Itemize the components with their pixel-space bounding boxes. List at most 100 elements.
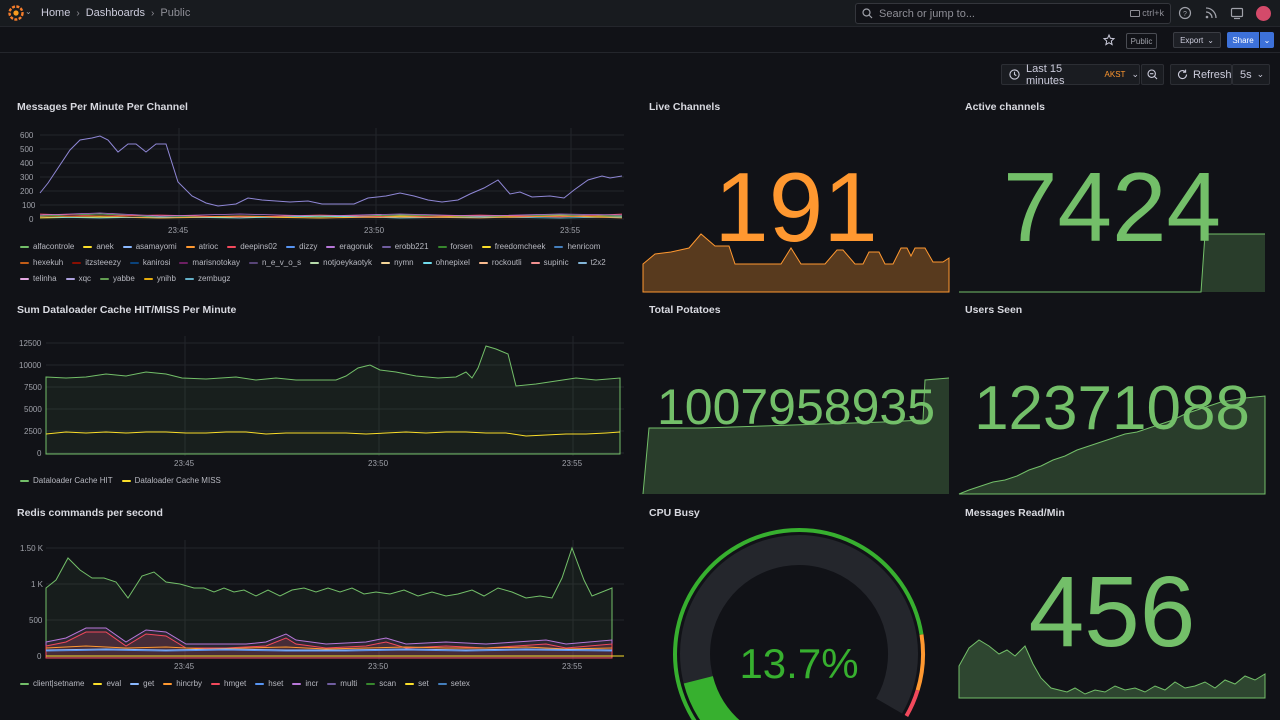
legend-item[interactable]: Dataloader Cache MISS xyxy=(121,476,221,485)
stat-value: 456 xyxy=(1028,556,1196,668)
legend-swatch xyxy=(327,682,337,685)
legend-swatch xyxy=(20,245,29,248)
legend-label: ohnepixel xyxy=(435,258,470,267)
time-range-picker[interactable]: Last 15 minutes AKST ⌄ xyxy=(1001,62,1140,87)
search-icon xyxy=(862,8,873,19)
legend-swatch xyxy=(20,682,29,685)
legend-item[interactable]: supinic xyxy=(530,258,569,267)
panel-title: Sum Dataloader Cache HIT/MISS Per Minute xyxy=(17,304,237,316)
legend-label: hmget xyxy=(224,679,247,688)
legend-label: dizzy xyxy=(299,242,318,251)
chevron-down-icon: ⌄ xyxy=(1131,69,1139,79)
legend-item[interactable]: ynihb xyxy=(143,274,176,283)
legend-item[interactable]: yabbe xyxy=(100,274,135,283)
legend-item[interactable]: hset xyxy=(255,679,283,688)
legend-item[interactable]: eval xyxy=(93,679,121,688)
legend-item[interactable]: atrioc xyxy=(185,242,219,251)
time-range-label: Last 15 minutes xyxy=(1026,62,1065,87)
legend-label: eval xyxy=(106,679,122,688)
legend-swatch xyxy=(20,261,29,264)
gauge-value: 13.7% xyxy=(739,640,859,687)
legend-item[interactable]: nymn xyxy=(381,258,414,267)
legend-item[interactable]: alfacontrole xyxy=(20,242,74,251)
legend-swatch xyxy=(130,682,140,685)
share-button[interactable]: Share xyxy=(1227,32,1259,48)
redis-chart[interactable] xyxy=(45,540,624,662)
breadcrumb: Home › Dashboards › Public xyxy=(41,7,190,19)
y-tick: 0 xyxy=(29,215,34,224)
legend-item[interactable]: telinha xyxy=(20,274,57,283)
gauge-value-arc xyxy=(683,675,740,720)
share-options-chevron-icon[interactable]: ⌄ xyxy=(1260,32,1274,48)
legend-item[interactable]: kanirosi xyxy=(129,258,170,267)
legend-item[interactable]: set xyxy=(405,679,429,688)
legend-label: xqc xyxy=(78,274,92,283)
y-tick: 7500 xyxy=(24,383,42,392)
refresh-icon xyxy=(1177,69,1188,80)
legend-item[interactable]: hmget xyxy=(211,679,246,688)
legend-swatch xyxy=(326,245,336,248)
legend-item[interactable]: zembugz xyxy=(184,274,230,283)
legend-item[interactable]: itzsteeezy xyxy=(72,258,121,267)
news-feed-icon[interactable] xyxy=(1204,6,1218,20)
y-tick: 0 xyxy=(37,449,42,458)
legend-item[interactable]: dizzy xyxy=(286,242,317,251)
breadcrumb-dashboards[interactable]: Dashboards xyxy=(85,7,146,19)
legend-item[interactable]: forsen xyxy=(437,242,473,251)
legend-item[interactable]: rockoutli xyxy=(478,258,522,267)
legend-item[interactable]: client|setname xyxy=(20,679,84,688)
breadcrumb-home[interactable]: Home xyxy=(41,7,71,19)
legend-item[interactable]: freedomcheek xyxy=(481,242,545,251)
legend-item[interactable]: marisnotokay xyxy=(179,258,240,267)
legend-item[interactable]: setex xyxy=(437,679,470,688)
legend-item[interactable]: get xyxy=(130,679,154,688)
legend-swatch xyxy=(121,479,131,482)
legend-item[interactable]: n_e_v_o_s xyxy=(248,258,301,267)
legend-item[interactable]: hincrby xyxy=(163,679,202,688)
cache-chart[interactable] xyxy=(45,336,624,458)
legend-label: notjoeykaotyk xyxy=(323,258,373,267)
legend-item[interactable]: t2x2 xyxy=(577,258,606,267)
legend-swatch xyxy=(481,245,491,248)
refresh-interval-picker[interactable]: 5s ⌄ xyxy=(1232,64,1270,85)
sparkline xyxy=(642,233,950,293)
legend-label: forsen xyxy=(450,242,473,251)
legend-label: hset xyxy=(268,679,284,688)
grafana-logo-icon[interactable] xyxy=(8,5,24,21)
search-shortcut: ctrl+k xyxy=(1130,8,1164,18)
legend-item[interactable]: eragonuk xyxy=(326,242,373,251)
search-input[interactable]: Search or jump to... ctrl+k xyxy=(855,3,1171,24)
kiosk-mode-icon[interactable] xyxy=(1230,6,1244,20)
legend-swatch xyxy=(422,261,432,264)
legend-item[interactable]: xqc xyxy=(65,274,92,283)
stat-value: 7424 xyxy=(1002,152,1221,262)
legend-swatch xyxy=(211,682,221,685)
legend-item[interactable]: henricom xyxy=(554,242,600,251)
zoom-out-button[interactable] xyxy=(1141,64,1164,85)
legend-swatch xyxy=(122,245,132,248)
legend-label: rockoutli xyxy=(491,258,522,267)
series-client-setname xyxy=(45,546,613,659)
chevron-down-icon[interactable]: ⌄ xyxy=(25,7,32,16)
legend-swatch xyxy=(478,261,488,264)
legend-item[interactable]: ohnepixel xyxy=(422,258,470,267)
legend-item[interactable]: scan xyxy=(366,679,396,688)
legend-item[interactable]: anek xyxy=(83,242,114,251)
legend-label: multi xyxy=(340,679,358,688)
legend-item[interactable]: multi xyxy=(327,679,357,688)
legend-item[interactable]: notjoeykaotyk xyxy=(310,258,372,267)
legend-item[interactable]: asamayomi xyxy=(122,242,177,251)
messages-chart[interactable] xyxy=(39,128,624,226)
legend-item[interactable]: deepins02 xyxy=(227,242,277,251)
legend-item[interactable]: hexekuh xyxy=(20,258,63,267)
star-icon[interactable] xyxy=(1102,33,1116,46)
legend-item[interactable]: incr xyxy=(292,679,318,688)
legend-label: atrioc xyxy=(198,242,219,251)
export-button[interactable]: Export ⌄ xyxy=(1173,32,1221,48)
legend-item[interactable]: erobb221 xyxy=(381,242,429,251)
legend-swatch xyxy=(381,245,391,248)
help-icon[interactable]: ? xyxy=(1178,6,1192,20)
legend-item[interactable]: Dataloader Cache HIT xyxy=(20,476,113,485)
refresh-button[interactable]: Refresh xyxy=(1170,64,1232,85)
user-avatar[interactable] xyxy=(1256,6,1271,21)
